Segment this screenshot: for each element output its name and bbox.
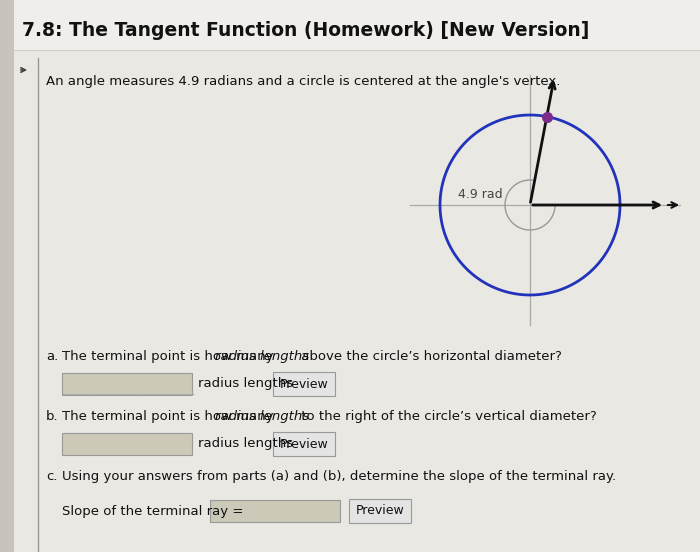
Text: c.: c. bbox=[46, 470, 57, 483]
Text: 7.8: The Tangent Function (Homework) [New Version]: 7.8: The Tangent Function (Homework) [Ne… bbox=[22, 20, 589, 40]
Text: ____________________: ____________________ bbox=[62, 382, 195, 395]
Text: b.: b. bbox=[46, 410, 59, 423]
Text: to the right of the circle’s vertical diameter?: to the right of the circle’s vertical di… bbox=[297, 410, 596, 423]
Text: The terminal point is how many: The terminal point is how many bbox=[62, 410, 278, 423]
Text: a.: a. bbox=[46, 350, 58, 363]
Text: Slope of the terminal ray =: Slope of the terminal ray = bbox=[62, 505, 244, 518]
FancyBboxPatch shape bbox=[62, 373, 192, 395]
Text: above the circle’s horizontal diameter?: above the circle’s horizontal diameter? bbox=[297, 350, 562, 363]
FancyBboxPatch shape bbox=[273, 432, 335, 456]
FancyBboxPatch shape bbox=[349, 499, 411, 523]
Text: radius lengths: radius lengths bbox=[198, 438, 293, 450]
Bar bbox=[14, 0, 700, 50]
Text: 4.9 rad: 4.9 rad bbox=[458, 188, 503, 201]
Text: Preview: Preview bbox=[279, 438, 328, 450]
Text: Preview: Preview bbox=[356, 505, 405, 518]
Text: radius lengths: radius lengths bbox=[215, 410, 309, 423]
FancyBboxPatch shape bbox=[210, 500, 340, 522]
Text: Preview: Preview bbox=[279, 378, 328, 390]
Text: Using your answers from parts (a) and (b), determine the slope of the terminal r: Using your answers from parts (a) and (b… bbox=[62, 470, 616, 483]
FancyBboxPatch shape bbox=[273, 372, 335, 396]
Text: radius lengths: radius lengths bbox=[215, 350, 309, 363]
Bar bbox=[0, 0, 14, 552]
Text: The terminal point is how many: The terminal point is how many bbox=[62, 350, 278, 363]
FancyBboxPatch shape bbox=[62, 433, 192, 455]
Text: An angle measures 4.9 radians and a circle is centered at the angle's vertex.: An angle measures 4.9 radians and a circ… bbox=[46, 75, 561, 88]
Text: radius lengths: radius lengths bbox=[198, 378, 293, 390]
